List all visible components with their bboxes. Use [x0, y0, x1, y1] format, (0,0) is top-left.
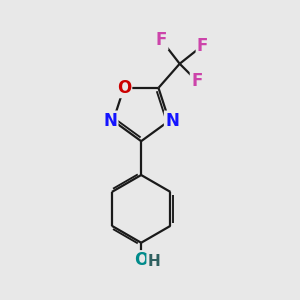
Text: O: O: [117, 79, 131, 97]
Text: F: F: [156, 31, 167, 49]
Text: O: O: [134, 251, 148, 269]
Text: N: N: [103, 112, 117, 130]
Text: F: F: [191, 72, 202, 90]
Text: N: N: [165, 112, 179, 130]
Text: F: F: [197, 37, 208, 55]
Text: H: H: [147, 254, 160, 269]
